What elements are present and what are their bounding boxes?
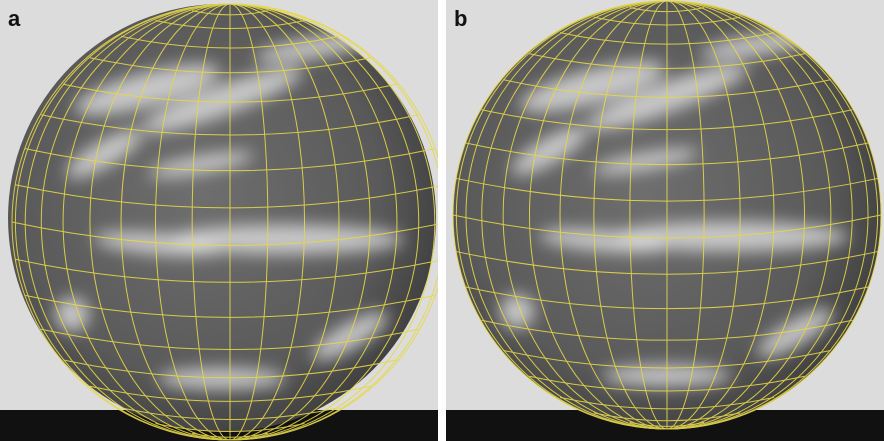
panel-a [0,0,448,441]
panel-label: b [454,6,467,31]
globe [8,4,436,432]
figure: a b [0,0,884,441]
cloud [500,294,534,328]
page: a b (() => { const data = JSON.parse(doc… [0,0,884,441]
cloud [158,368,286,389]
panel-label: a [8,6,21,31]
panel-b [446,0,884,441]
